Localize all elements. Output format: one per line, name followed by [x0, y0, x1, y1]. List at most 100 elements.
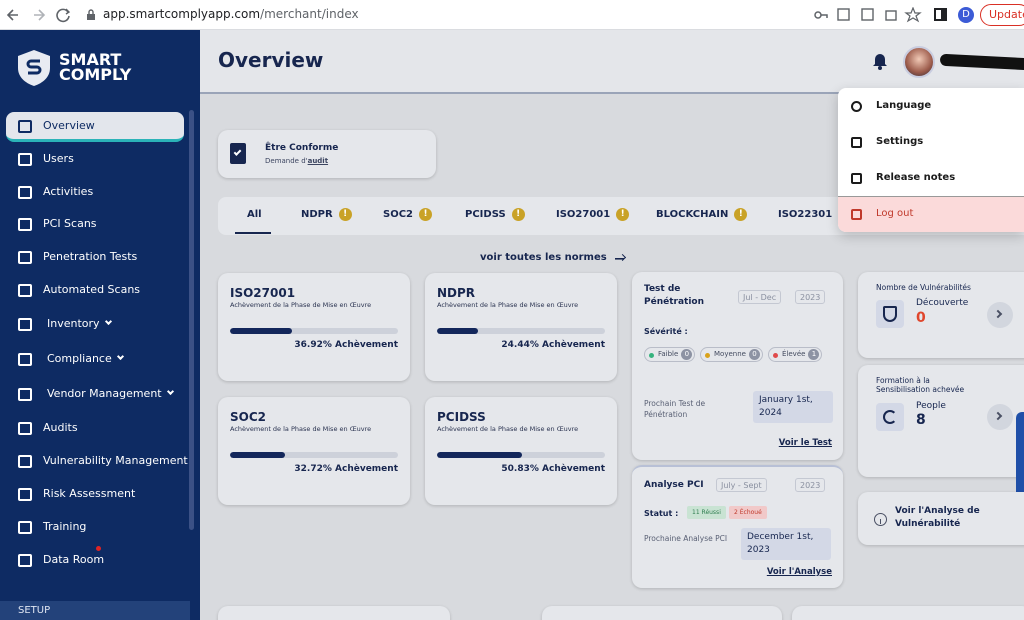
progress-label: 32.72% Achèvement [294, 464, 398, 474]
severity-count: 0 [748, 349, 760, 360]
standard-card[interactable]: PCIDSS Achèvement de la Phase de Mise en … [425, 397, 617, 505]
nav-icon [18, 554, 32, 567]
nav-item[interactable]: Inventory [47, 317, 100, 330]
nav-item[interactable]: Overview [43, 119, 95, 132]
card-subtitle: Demande d'audit [265, 157, 328, 165]
see-all-link[interactable]: voir toutes les normes [480, 252, 607, 263]
arrow-button[interactable] [987, 302, 1013, 328]
nav-item[interactable]: Training [43, 520, 87, 533]
nav-buttons[interactable] [6, 7, 76, 23]
failed-badge: 2 Échoué [729, 506, 767, 519]
standard-card[interactable]: NDPR Achèvement de la Phase de Mise en Œu… [425, 273, 617, 381]
audit-link[interactable]: audit [307, 157, 329, 165]
update-button[interactable]: Update [980, 4, 1024, 26]
tab[interactable]: NDPR [301, 209, 333, 220]
browser-icons[interactable] [812, 7, 922, 23]
standard-subtitle: Achèvement de la Phase de Mise en Œuvre [230, 425, 372, 433]
scroll-tab [1016, 412, 1024, 502]
nav-item[interactable]: Activities [43, 185, 94, 198]
year-select[interactable]: 2023 [795, 290, 826, 304]
nav-icon [18, 353, 32, 366]
document-icon [230, 143, 246, 164]
setup-section: SETUP [0, 601, 190, 620]
lower-card [218, 606, 450, 620]
nav-icon [18, 284, 32, 297]
shield [883, 306, 897, 322]
progress-track [230, 328, 398, 334]
training-icon [876, 403, 904, 431]
severity-count: 1 [808, 349, 820, 360]
sidebar-toggle-icon[interactable] [934, 8, 947, 21]
standard-name: PCIDSS [437, 410, 486, 424]
severity-count: 0 [681, 349, 693, 360]
standard-subtitle: Achèvement de la Phase de Mise en Œuvre [437, 301, 579, 309]
metric-label: Découverte [916, 298, 969, 308]
notification-bell[interactable] [872, 52, 888, 70]
profile-avatar[interactable]: D [958, 7, 974, 23]
tab[interactable]: PCIDSS [465, 209, 506, 220]
severity-dot [773, 353, 778, 358]
nav-icon [18, 488, 32, 501]
tab[interactable]: ISO22301 [778, 209, 833, 220]
progress-fill [230, 452, 285, 458]
next-scan-label: Prochaine Analyse PCI [644, 534, 728, 543]
next-test-label: Prochain Test de Pénétration [644, 399, 706, 419]
warning-badge: ! [616, 208, 630, 221]
metric-count: 0 [916, 310, 926, 326]
tab[interactable]: BLOCKCHAIN [656, 209, 729, 220]
tab[interactable]: All [247, 209, 262, 220]
nav-item[interactable]: Compliance [47, 352, 112, 365]
progress-track [437, 328, 605, 334]
severity-name: Faible [658, 350, 679, 358]
progress-fill [230, 328, 293, 334]
standard-name: SOC2 [230, 410, 266, 424]
url[interactable]: app.smartcomplyapp.com/merchant/index [103, 7, 359, 21]
severity-label: Sévérité : [644, 327, 688, 336]
arrow-chevron [993, 411, 1003, 421]
standard-subtitle: Achèvement de la Phase de Mise en Œuvre [230, 301, 372, 309]
next-scan-date: December 1st, 2023 [741, 528, 831, 560]
nav-item[interactable]: Automated Scans [43, 283, 141, 296]
menu-item[interactable]: Log out [876, 208, 914, 219]
nav-item[interactable]: Risk Assessment [43, 487, 136, 500]
period-select[interactable]: July - Sept [716, 478, 767, 492]
view-test-link[interactable]: Voir le Test [778, 438, 832, 448]
card-title: Nombre de Vulnérabilités [876, 283, 971, 292]
nav-item[interactable]: Data Room [43, 553, 105, 566]
arrow-button[interactable] [987, 404, 1013, 430]
metric-label: People [916, 401, 946, 411]
compliance-card: Être Conforme Demande d'audit [218, 130, 436, 178]
nav-item[interactable]: Users [43, 152, 74, 165]
menu-item[interactable]: Release notes [876, 172, 956, 183]
standard-card[interactable]: ISO27001 Achèvement de la Phase de Mise e… [218, 273, 410, 381]
menu-item[interactable]: Language [876, 100, 932, 111]
url-host: app.smartcomplyapp.com [103, 7, 261, 21]
vulnerability-card: Nombre de Vulnérabilités Découverte 0 [858, 272, 1024, 358]
tab[interactable]: ISO27001 [556, 209, 611, 220]
nav-item[interactable]: Audits [43, 421, 78, 434]
standard-name: NDPR [437, 286, 476, 300]
nav-item[interactable]: Penetration Tests [43, 250, 138, 263]
standard-card[interactable]: SOC2 Achèvement de la Phase de Mise en Œu… [218, 397, 410, 505]
year-select[interactable]: 2023 [795, 478, 826, 492]
info-icon [874, 513, 887, 526]
severity-dot [705, 353, 710, 358]
tab[interactable]: SOC2 [383, 209, 413, 220]
view-scan-link[interactable]: Voir l'Analyse [766, 567, 832, 577]
nav-icon [18, 422, 32, 435]
nav-item[interactable]: Vendor Management [47, 387, 162, 400]
nav-item[interactable]: Vulnerability Management [43, 454, 188, 467]
user-avatar[interactable] [903, 46, 935, 78]
menu-item[interactable]: Settings [876, 136, 924, 147]
severity-badge: Faible 0 [644, 347, 696, 362]
nav-icon [18, 153, 32, 166]
period-select[interactable]: Jul - Dec [738, 290, 782, 304]
nav-item[interactable]: PCI Scans [43, 217, 97, 230]
sidebar: SMART COMPLY SETUP Overview Users Activiti… [0, 30, 200, 620]
vulnerability-link-card[interactable]: Voir l'Analyse de Vulnérabilité [858, 492, 1024, 545]
nav-icon [18, 521, 32, 534]
header: Overview [200, 30, 1024, 94]
severity-name: Élevée [782, 350, 806, 358]
warning-badge: ! [419, 208, 432, 221]
card-title: Formation à la Sensibilisation achevée [876, 376, 965, 394]
